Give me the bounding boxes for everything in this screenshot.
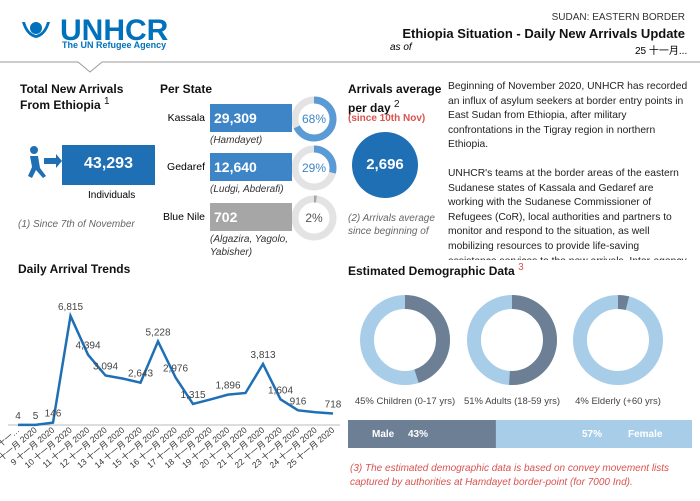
average-footnote: (2) Arrivals average since beginning of … [348, 213, 435, 240]
state-place: (Hamdayet) [210, 135, 263, 146]
total-unit: Individuals [88, 190, 136, 201]
donut-arc [360, 295, 450, 385]
title: Ethiopia Situation - Daily New Arrivals … [402, 26, 685, 41]
state-value: 702 [210, 203, 292, 231]
state-name: Gedaref [167, 161, 205, 173]
group-label: 4% Elderly (+60 yrs) [575, 396, 661, 407]
description: Beginning of November 2020, UNHCR has re… [448, 80, 688, 260]
donut-arc [291, 145, 337, 191]
data-label: 916 [290, 396, 307, 407]
data-label: 146 [45, 409, 62, 420]
region: SUDAN: EASTERN BORDER [551, 12, 685, 23]
average-title-text: Arrivals average per day [348, 82, 442, 115]
state-name: Blue Nile [162, 211, 205, 223]
state-share: 2% [305, 211, 323, 225]
person-icon [28, 146, 62, 178]
data-label: 5 [33, 411, 39, 422]
demo-title-text: Estimated Demographic Data [348, 264, 515, 278]
male-value: 43% [408, 429, 429, 440]
state-value: 29,309 [210, 104, 292, 132]
donut-arc [573, 295, 663, 385]
donuts [291, 96, 663, 385]
chart-title: Daily Arrival Trends [18, 262, 131, 276]
average-title: Arrivals average per day 2 [348, 82, 443, 116]
state-share: 68% [301, 112, 327, 126]
note-ref: 3 [518, 262, 524, 273]
total-title: Total New Arrivals From Ethiopia 1 [20, 82, 130, 112]
data-label: 5,228 [145, 327, 170, 338]
average-value: 2,696 [366, 156, 404, 173]
total-box [62, 145, 155, 185]
female-value: 57% [582, 429, 603, 440]
person-icon [381, 316, 429, 364]
data-label: 3,094 [93, 361, 118, 372]
data-label: 2,643 [128, 369, 153, 380]
note-ref: 1 [104, 96, 110, 107]
data-label: 2,976 [163, 363, 188, 374]
average-since: (since 10th Nov) [348, 113, 426, 124]
person-icon [488, 316, 536, 364]
average-circle [352, 132, 418, 198]
data-label: 6,815 [58, 302, 83, 313]
state-name: Kassala [167, 112, 205, 124]
data-label: 1,896 [215, 381, 240, 392]
state-value: 12,640 [210, 153, 292, 181]
logo-sub: The UN Refugee Agency [62, 40, 167, 50]
group-label: 51% Adults (18-59 yrs) [463, 396, 561, 407]
female-bar [495, 420, 692, 448]
total-footnote: (1) Since 7th of November [18, 219, 135, 230]
state-share: 29% [301, 161, 327, 175]
person-icon [594, 316, 642, 364]
as-of-date: 25 十一月... [635, 46, 688, 57]
paragraph: Beginning of November 2020, UNHCR has re… [448, 81, 688, 151]
logo-name: UNHCR [60, 14, 169, 47]
data-label: 1,315 [180, 390, 205, 401]
logo-icon [22, 22, 50, 38]
demo-title: Estimated Demographic Data 3 [348, 262, 524, 278]
data-label: 4,394 [75, 341, 100, 352]
total-value: 43,293 [84, 155, 133, 172]
male-label: Male [372, 429, 395, 440]
donut-arc [291, 96, 337, 142]
state-place: (Ludgi, Abderafi) [210, 184, 284, 195]
line [17, 311, 334, 427]
data-label: 3,813 [250, 350, 275, 361]
note-ref: 2 [394, 99, 400, 110]
data-label: 1,604 [268, 385, 293, 396]
total-title-text: Total New Arrivals From Ethiopia [20, 82, 124, 112]
demo-footnote: (3) The estimated demographic data is ba… [350, 463, 670, 488]
data-label: 718 [325, 400, 342, 411]
group-label: 45% Children (0-17 yrs) [354, 396, 456, 407]
as-of: as of [390, 42, 412, 53]
donut-arc [291, 195, 337, 241]
female-label: Female [628, 429, 663, 440]
data-label: 4 [15, 411, 21, 422]
header-rule [0, 61, 700, 73]
paragraph: UNHCR's teams at the border areas of the… [448, 167, 687, 260]
donut-arc [467, 295, 557, 385]
male-bar [348, 420, 496, 448]
state-place: (Algazira, Yagolo, Yabisher) [210, 234, 289, 258]
state-title: Per State [160, 82, 213, 96]
